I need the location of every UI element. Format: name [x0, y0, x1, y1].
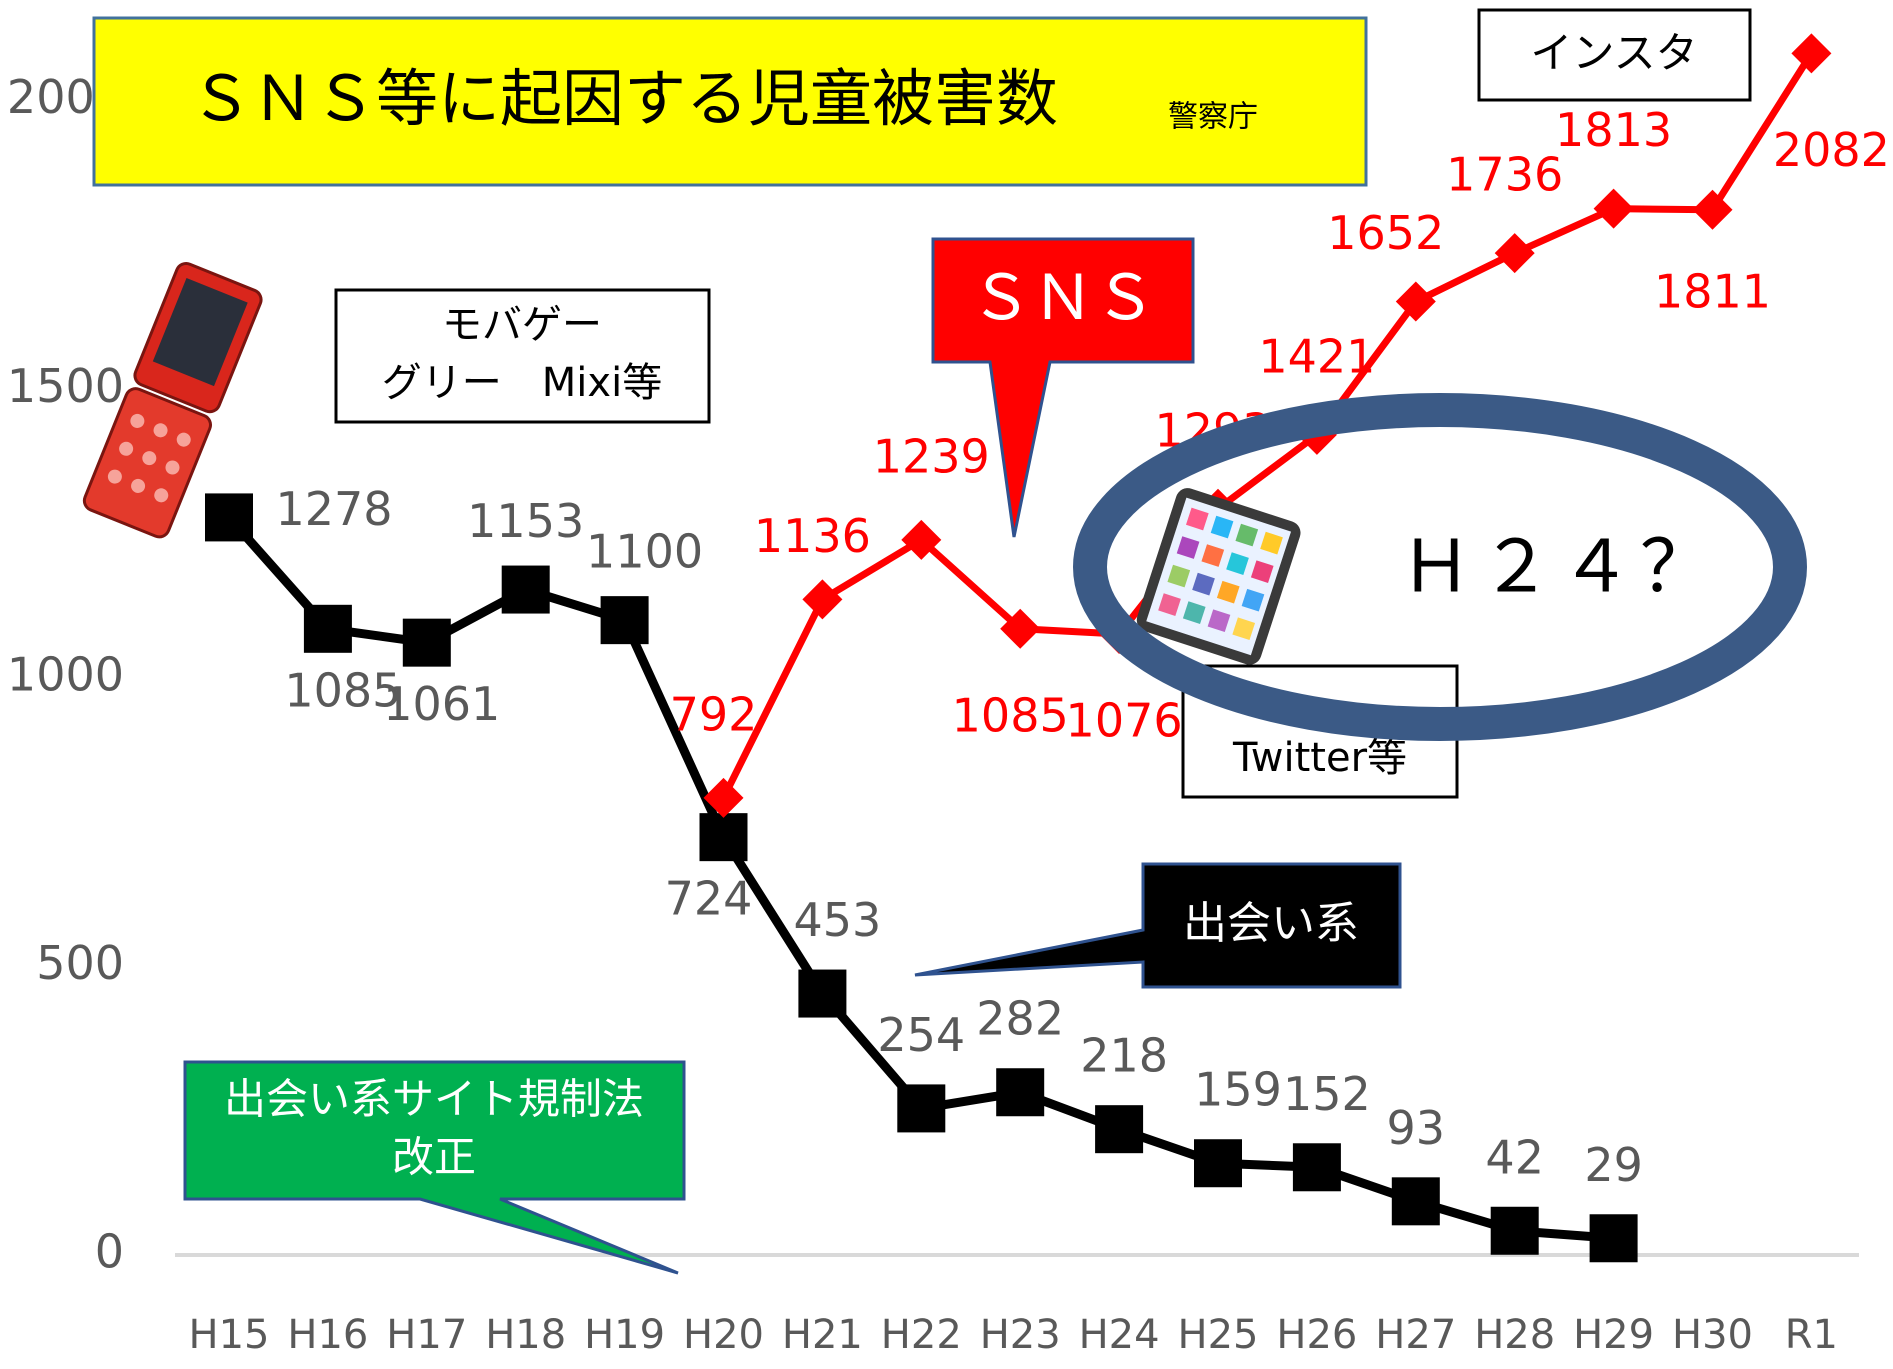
data-label: 1061: [383, 677, 500, 731]
annotation: 改正: [392, 1133, 476, 1182]
marker: [303, 604, 352, 653]
data-label: 42: [1485, 1130, 1544, 1184]
series-callout: 出会い系: [1183, 898, 1359, 949]
marker: [402, 618, 451, 667]
data-label: 1076: [1066, 693, 1183, 747]
flip-phone-icon: [82, 261, 263, 539]
annotation: モバゲー: [442, 302, 602, 348]
marker: [1593, 188, 1634, 229]
x-tick-label: H21: [782, 1312, 863, 1358]
marker: [600, 596, 649, 645]
deai-callout: 出会い系: [914, 862, 1402, 989]
y-tick-label: 1500: [7, 359, 124, 413]
marker: [901, 519, 942, 560]
marker: [501, 565, 550, 614]
x-tick-label: H26: [1276, 1312, 1357, 1358]
sns-callout: ＳＮＳ: [931, 237, 1195, 538]
chart-title: ＳＮＳ等に起因する児童被害数: [190, 62, 1058, 135]
data-label: 29: [1584, 1138, 1643, 1192]
data-label: 1736: [1446, 148, 1563, 202]
data-label: 254: [877, 1008, 965, 1062]
data-label: 1421: [1258, 329, 1375, 383]
data-label: 1813: [1555, 103, 1672, 157]
marker: [205, 493, 253, 542]
marker: [1000, 608, 1041, 649]
x-tick-label: H25: [1178, 1312, 1259, 1358]
insta-box: インスタ: [1477, 8, 1752, 102]
x-tick-label: H24: [1079, 1312, 1160, 1358]
data-label: 1278: [275, 482, 392, 536]
x-tick-label: R1: [1785, 1312, 1838, 1358]
data-label: 1100: [586, 525, 703, 579]
x-tick-label: H19: [584, 1312, 665, 1358]
title-box: ＳＮＳ等に起因する児童被害数 警察庁: [92, 16, 1368, 187]
x-tick-label: H17: [386, 1312, 467, 1358]
marker: [1494, 233, 1535, 274]
data-label: 1136: [754, 509, 871, 563]
marker: [1692, 189, 1733, 230]
data-label: 1239: [873, 429, 990, 483]
marker: [703, 777, 744, 818]
x-tick-label: H15: [189, 1312, 270, 1358]
data-label: 724: [665, 872, 753, 926]
data-label: 2082: [1773, 123, 1890, 177]
marker: [1490, 1206, 1539, 1255]
x-tick-label: H29: [1573, 1312, 1654, 1358]
annotation: Twitter等: [1232, 735, 1407, 781]
x-tick-label: H23: [980, 1312, 1061, 1358]
chart-subtitle: 警察庁: [1168, 100, 1258, 135]
data-label: 218: [1080, 1029, 1168, 1083]
marker: [1391, 1177, 1440, 1226]
mobage-box: モバゲー グリー Mixi等: [334, 288, 711, 424]
x-tick-label: H22: [881, 1312, 962, 1358]
data-label: 792: [670, 687, 758, 741]
x-tick-label: H18: [485, 1312, 566, 1358]
data-label: 1153: [467, 494, 584, 548]
marker: [802, 579, 843, 620]
annotation: Ｈ２４？: [1400, 525, 1720, 609]
data-label: 453: [793, 893, 881, 947]
law-callout: 出会い系サイト規制法 改正: [183, 1060, 686, 1275]
annotation: グリー Mixi等: [382, 360, 662, 406]
annotation: 出会い系サイト規制法: [224, 1075, 644, 1124]
highlight-ellipse: [1073, 393, 1807, 741]
marker: [996, 1068, 1045, 1117]
series-callout: ＳＮＳ: [970, 261, 1156, 334]
marker: [1095, 1105, 1144, 1154]
marker: [798, 969, 847, 1018]
data-label: 93: [1387, 1101, 1446, 1155]
marker: [1791, 33, 1832, 74]
smartphone-icon: [1136, 488, 1301, 665]
x-tick-label: H30: [1672, 1312, 1753, 1358]
marker: [1292, 1143, 1341, 1192]
marker: [1395, 281, 1436, 322]
data-label: 1085: [284, 663, 401, 717]
x-tick-label: H20: [683, 1312, 764, 1358]
marker: [897, 1084, 946, 1133]
x-tick-label: H28: [1474, 1312, 1555, 1358]
annotation: インスタ: [1530, 29, 1697, 78]
data-label: 152: [1283, 1067, 1371, 1121]
marker: [1194, 1139, 1242, 1188]
y-tick-label: 0: [95, 1225, 124, 1279]
data-label: 1652: [1327, 206, 1444, 260]
y-tick-label: 1000: [7, 647, 124, 701]
data-label: 159: [1194, 1063, 1282, 1117]
marker: [1589, 1214, 1638, 1263]
x-tick-label: H16: [287, 1312, 368, 1358]
marker: [699, 813, 748, 862]
data-label: 282: [976, 992, 1064, 1046]
data-label: 1085: [952, 688, 1069, 742]
data-label: 1811: [1654, 264, 1771, 318]
y-tick-label: 500: [36, 936, 124, 990]
x-tick-label: H27: [1375, 1312, 1456, 1358]
